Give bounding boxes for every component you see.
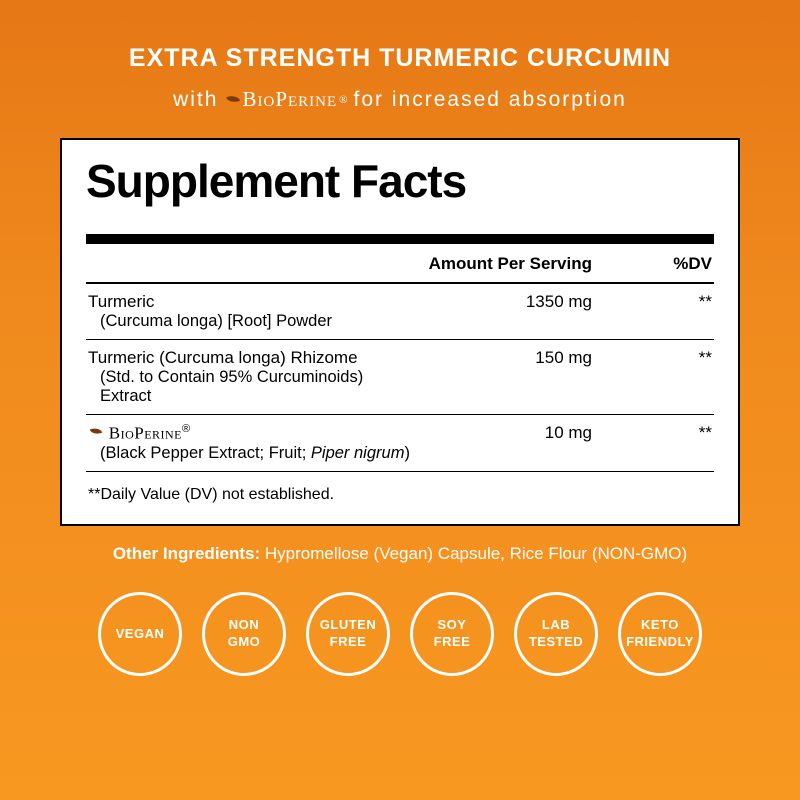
badge-lab-tested: LABTESTED [514,592,598,676]
registered-mark: ® [339,94,347,106]
leaf-icon [89,425,103,438]
ingredient-name: Turmeric [88,292,412,312]
brand-name: BioPerine [243,87,338,112]
registered-mark: ® [182,423,190,435]
other-ingredients: Other Ingredients: Hypromellose (Vegan) … [113,544,687,564]
panel-title: Supplement Facts [86,158,714,204]
subtitle-post: for increased absorption [354,88,627,112]
badge-row: VEGAN NONGMO GLUTENFREE SOYFREE LABTESTE… [98,592,702,676]
leaf-icon [225,93,241,107]
table-header: Amount Per Serving %DV [86,244,714,284]
ingredient-dv: ** [632,292,712,331]
ingredient-name: Turmeric (Curcuma longa) Rhizome [88,348,412,368]
table-row: Turmeric (Curcuma longa) [Root] Powder 1… [86,284,714,340]
product-subtitle: with BioPerine® for increased absorption [173,87,627,112]
badge-non-gmo: NONGMO [202,592,286,676]
col-header-amount: Amount Per Serving [412,254,632,274]
other-text: Hypromellose (Vegan) Capsule, Rice Flour… [260,544,687,563]
table-row: BioPerine® (Black Pepper Extract; Fruit;… [86,415,714,472]
ingredient-dv: ** [632,423,712,463]
dv-note: **Daily Value (DV) not established. [86,472,714,512]
ingredient-dv: ** [632,348,712,406]
ingredient-name: BioPerine® [88,423,412,444]
product-title: EXTRA STRENGTH TURMERIC CURCUMIN [129,44,671,73]
badge-soy-free: SOYFREE [410,592,494,676]
subtitle-pre: with [173,88,218,112]
ingredient-sub: (Std. to Contain 95% Curcuminoids) Extra… [88,368,412,406]
supplement-facts-panel: Supplement Facts Amount Per Serving %DV … [60,138,740,526]
badge-vegan: VEGAN [98,592,182,676]
ingredient-amount: 1350 mg [412,292,632,331]
thick-rule [86,234,714,244]
bioperine-brand: BioPerine® [225,87,348,112]
table-row: Turmeric (Curcuma longa) Rhizome (Std. t… [86,340,714,415]
ingredient-amount: 150 mg [412,348,632,406]
ingredient-amount: 10 mg [412,423,632,463]
ingredient-sub: (Black Pepper Extract; Fruit; Piper nigr… [88,444,412,463]
badge-keto-friendly: KETOFRIENDLY [618,592,702,676]
ingredient-sub: (Curcuma longa) [Root] Powder [88,312,412,331]
col-header-dv: %DV [632,254,712,274]
badge-gluten-free: GLUTENFREE [306,592,390,676]
other-label: Other Ingredients: [113,544,260,563]
